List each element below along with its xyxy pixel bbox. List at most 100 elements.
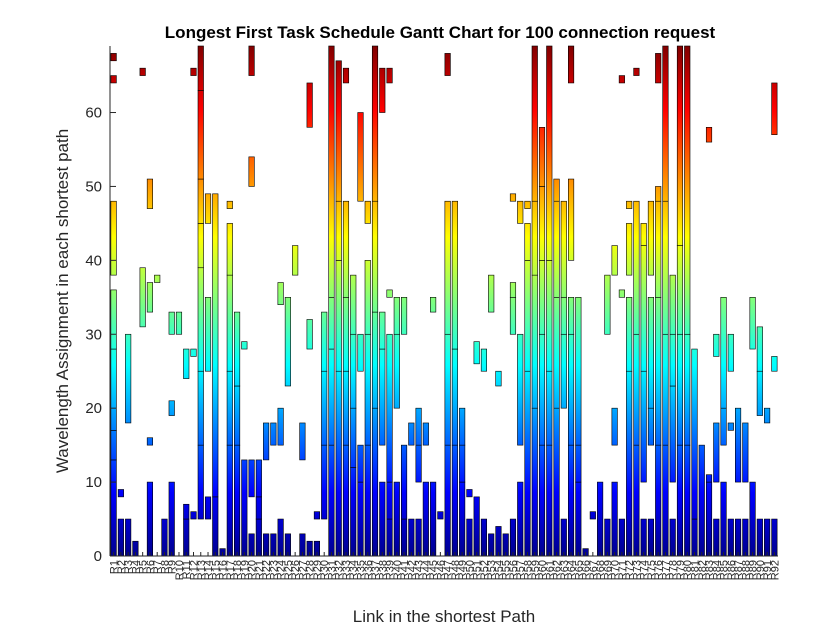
chart-title: Longest First Task Schedule Gantt Chart … xyxy=(165,23,716,42)
x-tick-label: R44 xyxy=(421,560,433,580)
task-bar xyxy=(117,518,124,557)
task-bar xyxy=(415,444,422,483)
task-bar xyxy=(705,474,713,483)
x-tick-label: R6 xyxy=(145,560,157,574)
task-bar xyxy=(437,511,444,520)
task-bar xyxy=(350,274,357,335)
task-bar xyxy=(669,274,676,335)
task-bar xyxy=(357,481,364,557)
task-bar xyxy=(364,200,371,224)
task-bar xyxy=(393,297,400,335)
task-bar xyxy=(357,112,364,202)
task-bar xyxy=(430,297,437,313)
x-tick-label: R62 xyxy=(552,560,564,580)
task-bar xyxy=(364,333,371,446)
x-tick-label: R52 xyxy=(479,560,491,580)
task-bar xyxy=(175,311,183,335)
x-tick-label: R22 xyxy=(261,560,273,580)
x-tick-label: R68 xyxy=(595,560,607,580)
x-tick-label: R82 xyxy=(697,560,709,580)
task-bar xyxy=(335,200,342,261)
task-bar xyxy=(749,297,756,350)
x-tick-label: R7 xyxy=(152,560,164,574)
task-bar xyxy=(255,518,262,557)
task-bar xyxy=(342,200,350,298)
task-bar xyxy=(204,193,212,224)
task-bar xyxy=(270,422,277,446)
task-bar xyxy=(459,481,466,557)
task-bar xyxy=(633,67,640,76)
x-tick-label: R84 xyxy=(711,560,723,580)
task-bar xyxy=(756,326,763,372)
task-bar xyxy=(328,444,335,557)
x-tick-label: R81 xyxy=(690,560,702,580)
task-bar xyxy=(451,200,458,350)
task-bar xyxy=(633,200,640,335)
task-bar xyxy=(640,370,647,483)
task-bar xyxy=(459,407,466,446)
x-tick-label: R1 xyxy=(109,560,121,574)
task-bar xyxy=(466,489,473,498)
task-bar xyxy=(495,526,502,557)
x-tick-label: R3 xyxy=(123,560,135,574)
x-tick-label: R13 xyxy=(196,560,208,580)
x-tick-label: R54 xyxy=(493,560,505,580)
task-bar xyxy=(546,444,553,557)
task-bar xyxy=(255,459,262,498)
task-bar xyxy=(713,422,720,483)
x-tick-label: R23 xyxy=(268,560,280,580)
x-tick-label: R57 xyxy=(515,560,527,580)
task-bar xyxy=(371,45,379,202)
task-bar xyxy=(575,481,582,557)
x-tick-label: R16 xyxy=(218,560,230,580)
task-bar xyxy=(735,407,742,483)
x-tick-label: R19 xyxy=(239,560,251,580)
task-bar xyxy=(277,282,284,305)
task-bar xyxy=(756,518,763,557)
task-bar xyxy=(618,289,625,298)
task-bar xyxy=(342,67,350,84)
x-tick-label: R21 xyxy=(254,560,266,580)
x-tick-label: R75 xyxy=(646,560,658,580)
x-tick-label: R2 xyxy=(116,560,128,574)
x-tick-label: R69 xyxy=(602,560,614,580)
x-tick-label: R47 xyxy=(443,560,455,580)
task-bar xyxy=(546,45,553,261)
task-bar xyxy=(655,53,662,84)
task-bar xyxy=(640,223,647,246)
task-bar xyxy=(422,422,429,446)
task-bar xyxy=(698,444,705,557)
task-bar xyxy=(110,430,117,461)
y-tick-label: 50 xyxy=(85,178,102,195)
task-bar xyxy=(655,297,662,446)
y-tick-label: 40 xyxy=(85,252,102,269)
x-tick-label: R91 xyxy=(762,560,774,580)
task-bar xyxy=(146,282,153,313)
task-bar xyxy=(684,444,691,557)
task-bar xyxy=(488,274,495,313)
x-tick-label: R86 xyxy=(726,560,738,580)
task-bar xyxy=(560,297,567,335)
task-bar xyxy=(662,333,669,446)
task-bar xyxy=(538,444,546,557)
task-bar xyxy=(771,82,778,135)
task-bar xyxy=(495,370,502,387)
x-tick-label: R73 xyxy=(631,560,643,580)
task-bar xyxy=(560,518,567,557)
task-bar xyxy=(444,333,451,446)
x-tick-label: R55 xyxy=(501,560,513,580)
task-bar xyxy=(713,333,720,357)
task-bar xyxy=(720,297,727,409)
task-bar xyxy=(568,297,575,335)
task-bar xyxy=(408,518,415,557)
x-tick-label: R29 xyxy=(312,560,324,580)
x-tick-label: R80 xyxy=(682,560,694,580)
x-tick-label: R53 xyxy=(486,560,498,580)
x-tick-label: R59 xyxy=(530,560,542,580)
task-bar xyxy=(110,348,117,431)
x-tick-label: R27 xyxy=(297,560,309,580)
x-tick-label: R87 xyxy=(733,560,745,580)
task-bar xyxy=(568,178,575,261)
x-tick-label: R74 xyxy=(639,560,651,580)
task-bar xyxy=(684,333,691,446)
